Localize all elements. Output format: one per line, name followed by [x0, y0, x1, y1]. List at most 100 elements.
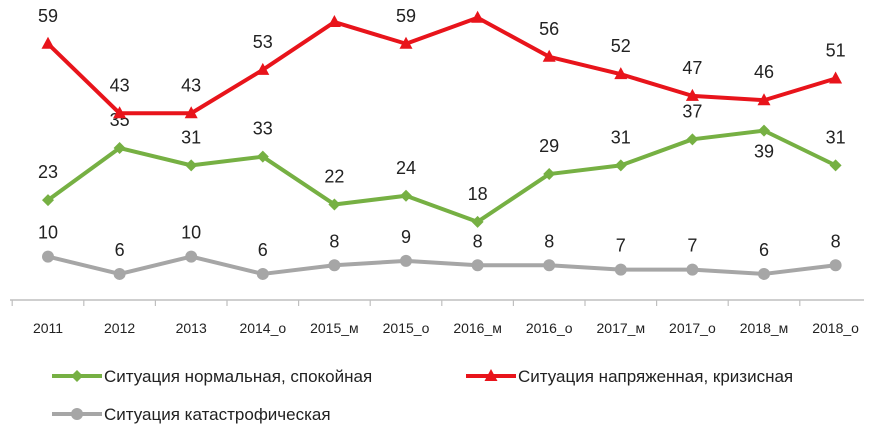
x-tick-label: 2015_м	[310, 320, 359, 336]
legend-item: Ситуация напряженная, кризисная	[466, 367, 793, 386]
data-point	[543, 259, 556, 272]
data-label: 37	[682, 101, 702, 121]
legend-item: Ситуация катастрофическая	[52, 405, 331, 424]
data-label: 7	[616, 236, 626, 256]
x-tick-label: 2016_м	[453, 320, 502, 336]
data-label: 10	[181, 223, 201, 243]
data-point	[113, 142, 126, 154]
data-label: 46	[754, 62, 774, 82]
data-label: 31	[611, 127, 631, 147]
data-point	[185, 159, 198, 172]
data-point	[256, 150, 269, 163]
data-label: 18	[468, 184, 488, 204]
data-point	[256, 62, 270, 75]
data-point	[685, 88, 699, 101]
data-point	[328, 198, 341, 211]
data-label: 59	[396, 6, 416, 26]
x-tick-label: 2017_м	[597, 320, 646, 336]
legend-marker	[71, 408, 83, 420]
data-point	[328, 259, 341, 272]
data-point	[113, 106, 127, 119]
data-label: 39	[754, 142, 774, 162]
data-label: 6	[115, 240, 125, 260]
data-label: 8	[831, 231, 841, 251]
series-catastrophic: 10 6 10 6 8 9 8 8 7 7 6 8	[38, 223, 842, 280]
data-point	[400, 189, 412, 202]
data-point	[41, 36, 55, 49]
data-label: 59	[38, 6, 58, 26]
series-line	[46, 128, 837, 224]
data-point	[471, 215, 484, 228]
data-label: 6	[258, 240, 268, 260]
series-line	[47, 254, 836, 276]
x-axis-ticks: 2011 2012 2013 2014_о 2015_м 2015_о 2016_м 2016…	[11, 300, 859, 336]
legend: Ситуация нормальная, спокойная Ситуация н…	[52, 367, 793, 424]
data-point	[400, 254, 412, 267]
data-label: 31	[826, 127, 846, 147]
data-label: 8	[544, 231, 554, 251]
legend-marker	[484, 369, 498, 381]
data-point	[829, 259, 842, 272]
data-point	[614, 263, 627, 276]
legend-label: Ситуация нормальная, спокойная	[104, 367, 372, 386]
data-label: 6	[759, 240, 769, 260]
data-label: 43	[181, 75, 201, 95]
legend-label: Ситуация катастрофическая	[104, 405, 331, 424]
data-label: 56	[539, 19, 559, 39]
data-label: 23	[38, 162, 58, 182]
x-tick-label: 2012	[104, 320, 135, 336]
data-label: 8	[329, 231, 339, 251]
data-point	[184, 106, 198, 119]
data-point	[686, 263, 699, 276]
data-point	[542, 49, 556, 62]
x-tick-label: 2016_о	[526, 320, 573, 336]
x-tick-label: 2013	[176, 320, 207, 336]
data-point	[327, 15, 341, 28]
data-point	[185, 250, 198, 263]
data-point	[758, 124, 770, 137]
x-tick-label: 2017_о	[669, 320, 716, 336]
data-point	[399, 36, 413, 49]
data-label: 9	[401, 227, 411, 247]
x-tick-label: 2011	[33, 320, 63, 336]
data-point	[42, 250, 54, 263]
data-label: 29	[539, 136, 559, 156]
data-point	[471, 259, 484, 272]
x-tick-label: 2014_о	[239, 320, 286, 336]
data-point	[543, 168, 556, 181]
data-label: 31	[181, 127, 201, 147]
data-point	[42, 194, 54, 207]
data-point	[614, 67, 628, 80]
data-point	[471, 10, 485, 23]
data-point	[829, 159, 842, 172]
data-label: 51	[826, 41, 846, 61]
series-crisis: 594343536459655652474651	[38, 0, 846, 119]
data-point	[256, 267, 269, 280]
data-point	[686, 133, 699, 146]
data-label: 22	[324, 166, 344, 186]
data-point	[758, 267, 770, 280]
data-point	[113, 267, 126, 280]
data-label: 24	[396, 158, 416, 178]
data-label: 53	[253, 32, 273, 52]
legend-label: Ситуация напряженная, кризисная	[518, 367, 793, 386]
legend-marker	[71, 370, 83, 382]
data-label: 7	[687, 236, 697, 256]
data-label: 43	[110, 75, 130, 95]
series-line	[46, 15, 837, 116]
data-point	[829, 71, 843, 84]
data-label: 47	[682, 58, 702, 78]
x-tick-label: 2018_м	[740, 320, 789, 336]
data-label: 10	[38, 223, 58, 243]
data-label: 8	[473, 231, 483, 251]
data-point	[614, 159, 627, 172]
legend-item: Ситуация нормальная, спокойная	[52, 367, 372, 386]
data-label: 52	[611, 36, 631, 56]
data-label: 33	[253, 119, 273, 139]
x-tick-label: 2018_о	[812, 320, 859, 336]
data-point	[757, 93, 771, 106]
